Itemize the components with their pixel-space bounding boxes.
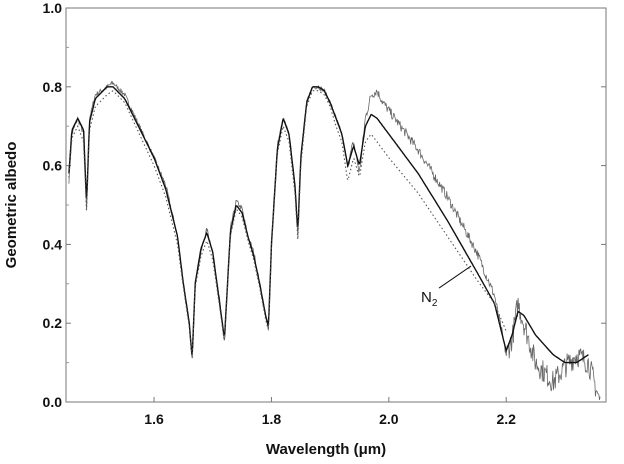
series-layer — [68, 80, 601, 400]
annotation-label: N2 — [421, 289, 438, 309]
x-tick-label: 1.6 — [144, 411, 164, 427]
x-axis-title: Wavelength (μm) — [266, 441, 386, 458]
annotation-leader — [438, 265, 472, 289]
annotation-text: N — [421, 289, 432, 306]
annotation-subscript: 2 — [432, 298, 438, 309]
y-tick-label: 0.4 — [43, 236, 63, 252]
x-tick-label: 2.0 — [379, 411, 399, 427]
y-tick-label: 0.0 — [43, 394, 63, 410]
y-tick-label: 1.0 — [43, 0, 63, 16]
series-line-dotted-model — [68, 90, 507, 358]
series-line-model — [68, 86, 589, 364]
x-tick-label: 2.2 — [496, 411, 516, 427]
x-ticks: 1.6 1.8 2.0 2.2 — [144, 397, 516, 427]
y-ticks: 0.0 0.2 0.4 0.6 0.8 1.0 — [43, 0, 606, 410]
series-line-observed — [68, 80, 601, 400]
x-tick-label: 1.8 — [262, 411, 282, 427]
y-tick-label: 0.2 — [43, 315, 63, 331]
y-tick-label: 0.8 — [43, 79, 63, 95]
plot-frame — [65, 7, 607, 403]
y-tick-label: 0.6 — [43, 158, 63, 174]
y-axis-title: Geometric albedo — [3, 142, 20, 269]
